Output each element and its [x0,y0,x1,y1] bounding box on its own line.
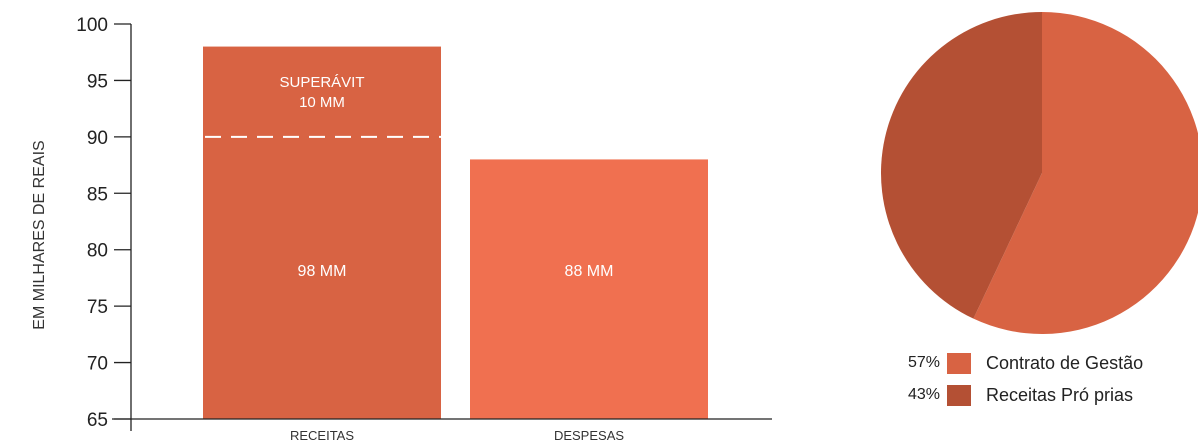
pie-slice-receitas-proprias [881,12,1042,319]
y-tick-label-100: 100 [76,15,108,36]
x-tick-label-receitas: RECEITAS [290,428,354,443]
bar-value-label-despesas: 88 MM [565,263,614,280]
y-tick-label-95: 95 [87,71,108,92]
legend-label-contrato-de-gestao: Contrato de Gestão [986,353,1143,373]
legend-percent-receitas-proprias: 43% [908,386,940,403]
bar-receitas [203,46,441,419]
y-tick-label-75: 75 [87,297,108,318]
legend-label-receitas-proprias: Receitas Pró prias [986,385,1133,405]
y-axis: 65 70 75 80 85 90 95 100 [76,15,132,431]
y-tick-label-70: 70 [87,354,108,375]
pie-chart: 57% Contrato de Gestão 43% Receitas Pró pri… [881,12,1198,406]
y-tick-label-85: 85 [87,184,108,205]
y-tick-label-65: 65 [87,410,108,431]
x-tick-label-despesas: DESPESAS [554,428,624,443]
bars-group: 98 MM 88 MM [203,46,708,419]
bar-annotation: SUPERÁVIT 10 MM [205,74,441,138]
y-axis-title: EM MILHARES DE REAIS [31,140,48,329]
surplus-label-line-1: SUPERÁVIT [279,74,364,91]
x-axis: RECEITAS DESPESAS [112,418,772,443]
pie-legend: 57% Contrato de Gestão 43% Receitas Pró pri… [908,353,1143,406]
pie-slice-contrato-de-gestao [973,12,1198,334]
bar-chart: EM MILHARES DE REAIS 98 MM 88 MM SUPERÁVI… [31,15,772,443]
legend-swatch-contrato-de-gestao [947,353,971,374]
bar-value-label-receitas: 98 MM [298,263,347,280]
y-tick-label-80: 80 [87,241,108,262]
legend-percent-contrato-de-gestao: 57% [908,354,940,371]
bar-despesas [470,159,708,419]
pie-slices [881,12,1198,334]
legend-swatch-receitas-proprias [947,385,971,406]
y-tick-label-90: 90 [87,128,108,149]
surplus-label-line-2: 10 MM [299,94,345,111]
